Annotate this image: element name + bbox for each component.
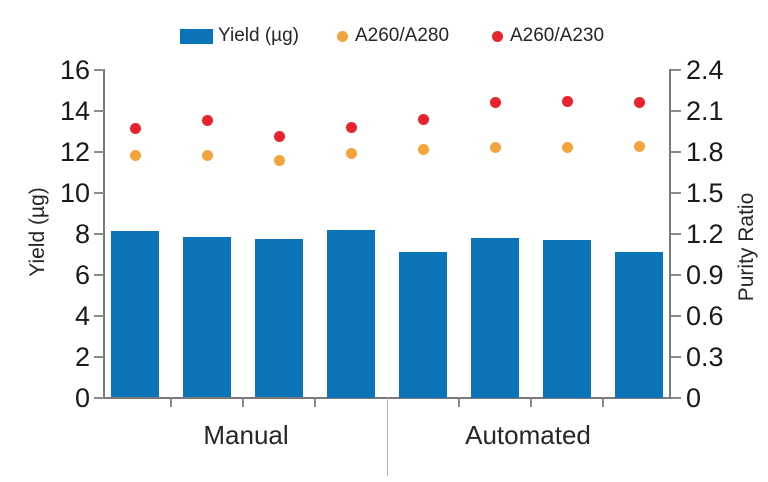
legend-label-a260-a230: A260/A230 [510, 25, 605, 46]
x-axis-tick-mark [170, 398, 172, 407]
a260-a280-dot [633, 140, 645, 152]
a260-a280-dot [489, 142, 501, 154]
left-tick-mark [94, 314, 104, 317]
a260-a230-dot [633, 97, 645, 109]
a260-a280-dot [129, 150, 141, 162]
a260-a230-dot [129, 123, 141, 135]
yield-bar [543, 239, 591, 398]
group-divider-line [387, 398, 388, 476]
right-tick-mark [671, 150, 681, 153]
orange-dot-icon [337, 30, 348, 42]
red-dot-icon [492, 30, 503, 42]
left-tick-label: 6 [74, 259, 90, 290]
a260-a280-dot [417, 143, 429, 155]
right-axis-line [669, 69, 671, 399]
left-tick-mark [94, 232, 104, 235]
yield-bar [327, 229, 375, 398]
a260-a230-dot [273, 131, 285, 143]
x-axis-tick-mark [602, 398, 604, 407]
left-tick-mark [94, 109, 104, 112]
yield-bar [615, 252, 663, 398]
legend-label-yield: Yield (µg) [218, 25, 299, 46]
right-tick-label: 1.2 [686, 218, 724, 249]
right-tick-label: 1.8 [686, 136, 724, 167]
right-tick-mark [671, 109, 681, 112]
left-tick-mark [94, 191, 104, 194]
a260-a280-dot [561, 142, 573, 154]
left-tick-mark [94, 150, 104, 153]
yield-bar [183, 236, 231, 398]
left-tick-label: 4 [74, 300, 90, 331]
left-tick-mark [94, 396, 104, 399]
right-tick-label: 0 [686, 382, 702, 413]
right-tick-mark [671, 191, 681, 194]
right-tick-mark [671, 232, 681, 235]
right-tick-label: 0.6 [686, 300, 724, 331]
a260-a230-dot [345, 121, 357, 133]
right-tick-mark [671, 273, 681, 276]
x-axis-tick-mark [530, 398, 532, 407]
group-label-manual: Manual [203, 420, 289, 450]
a260-a230-dot [417, 113, 429, 125]
right-tick-label: 0.3 [686, 341, 724, 372]
right-tick-label: 2.1 [686, 95, 724, 126]
a260-a230-dot [489, 97, 501, 109]
left-tick-mark [94, 69, 104, 71]
a260-a280-dot [273, 154, 285, 166]
x-axis-tick-mark [242, 398, 244, 407]
right-tick-mark [671, 355, 681, 358]
x-axis-tick-mark [458, 398, 460, 407]
a260-a280-dot [345, 147, 357, 159]
right-tick-label: 0.9 [686, 259, 724, 290]
a260-a230-dot [561, 95, 573, 107]
right-tick-label: 2.4 [686, 55, 724, 85]
a260-a230-dot [201, 114, 213, 126]
yield-bar [255, 238, 303, 398]
left-tick-label: 0 [74, 382, 90, 413]
right-tick-mark [671, 314, 681, 317]
right-tick-label: 1.5 [686, 177, 724, 208]
a260-a280-dot [201, 150, 213, 162]
x-axis-tick-mark [314, 398, 316, 407]
legend-item-a260-a230: A260/A230 [492, 25, 604, 47]
group-label-automated: Automated [465, 420, 591, 450]
left-tick-label: 10 [59, 177, 90, 208]
left-tick-label: 8 [74, 218, 90, 249]
left-tick-mark [94, 273, 104, 276]
yield-bar-swatch-icon [180, 28, 213, 44]
left-axis-line [103, 69, 105, 399]
yield-bar [111, 230, 159, 398]
left-tick-label: 14 [59, 95, 90, 126]
legend-item-yield: Yield (µg) [180, 25, 299, 47]
left-tick-label: 16 [59, 55, 90, 85]
left-tick-label: 12 [59, 136, 90, 167]
right-tick-mark [671, 396, 681, 399]
right-tick-mark [671, 69, 681, 71]
yield-bar [471, 237, 519, 398]
legend-item-a260-a280: A260/A280 [337, 25, 449, 47]
yield-bar [399, 252, 447, 398]
left-tick-mark [94, 355, 104, 358]
left-tick-label: 2 [74, 341, 90, 372]
legend-label-a260-a280: A260/A280 [355, 25, 450, 46]
